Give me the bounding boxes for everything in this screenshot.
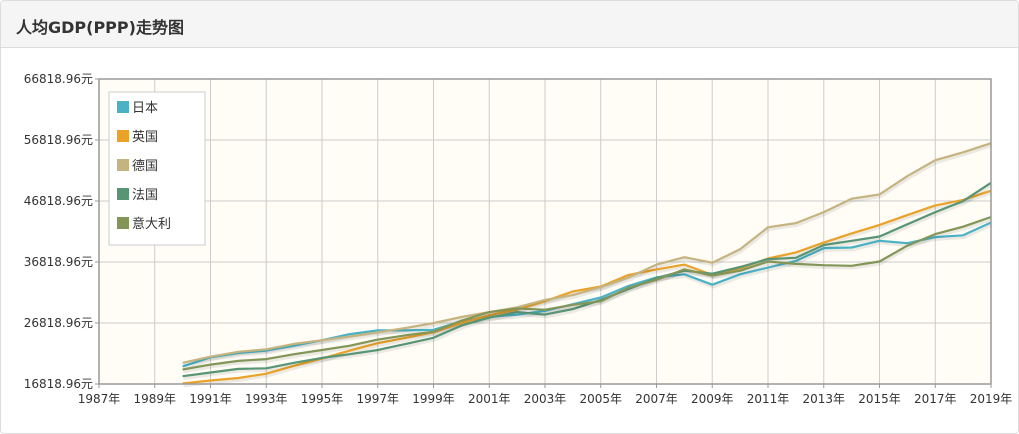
series-shadow xyxy=(183,143,993,367)
plot-border xyxy=(98,78,992,385)
x-tick-label: 1993年 xyxy=(245,392,288,406)
series-line-3 xyxy=(182,142,992,364)
legend-label[interactable]: 法国 xyxy=(132,188,158,203)
x-tick-label: 1989年 xyxy=(133,392,176,406)
x-tick-label: 1987年 xyxy=(78,392,121,406)
panel-header: 人均GDP(PPP)走势图 xyxy=(1,1,1018,48)
x-tick-label: 1995年 xyxy=(301,392,344,406)
y-tick-label: 36818.96元 xyxy=(24,255,93,269)
legend-label[interactable]: 英国 xyxy=(132,130,158,145)
legend-swatch[interactable] xyxy=(117,188,129,200)
x-tick-label: 2015年 xyxy=(858,392,901,406)
x-tick-label: 1999年 xyxy=(412,392,455,406)
series-line-4 xyxy=(182,181,992,378)
legend-label[interactable]: 意大利 xyxy=(132,216,171,232)
x-axis-ticks: 1987年 1989年 1991年 1993年 1995年 1997年 1999年 2001年… xyxy=(78,384,1013,406)
x-tick-label: 1991年 xyxy=(189,392,232,406)
x-tick-label: 2011年 xyxy=(747,392,790,406)
legend-label[interactable]: 日本 xyxy=(132,101,158,116)
legend-swatch[interactable] xyxy=(117,101,129,113)
series-shadow xyxy=(183,183,993,380)
y-tick-label: 16818.96元 xyxy=(24,377,93,391)
y-tick-label: 56818.96元 xyxy=(24,133,93,147)
x-tick-label: 2013年 xyxy=(802,392,845,406)
x-tick-label: 2003年 xyxy=(524,392,567,406)
legend-swatch[interactable] xyxy=(117,130,129,142)
legend-label[interactable]: 德国 xyxy=(132,159,158,174)
x-tick-label: 2001年 xyxy=(468,392,511,406)
x-tick-label: 2009年 xyxy=(691,392,734,406)
y-tick-label: 46818.96元 xyxy=(24,194,93,208)
x-tick-label: 2019年 xyxy=(970,392,1013,406)
series-shadow xyxy=(183,217,993,374)
y-tick-label: 26818.96元 xyxy=(24,316,93,330)
y-tick-label: 66818.96元 xyxy=(24,72,93,86)
y-axis-ticks: 16818.96元 26818.96元 36818.96元 46818.96元 5681… xyxy=(24,72,99,391)
series-lines xyxy=(182,142,993,388)
x-tick-label: 1997年 xyxy=(356,392,399,406)
x-tick-label: 2005年 xyxy=(579,392,622,406)
series-line-5 xyxy=(182,215,992,371)
panel-title: 人均GDP(PPP)走势图 xyxy=(16,18,184,37)
legend-swatch[interactable] xyxy=(117,159,129,171)
legend-swatch[interactable] xyxy=(117,217,129,229)
x-tick-label: 2017年 xyxy=(914,392,957,406)
x-tick-label: 2007年 xyxy=(635,392,678,406)
